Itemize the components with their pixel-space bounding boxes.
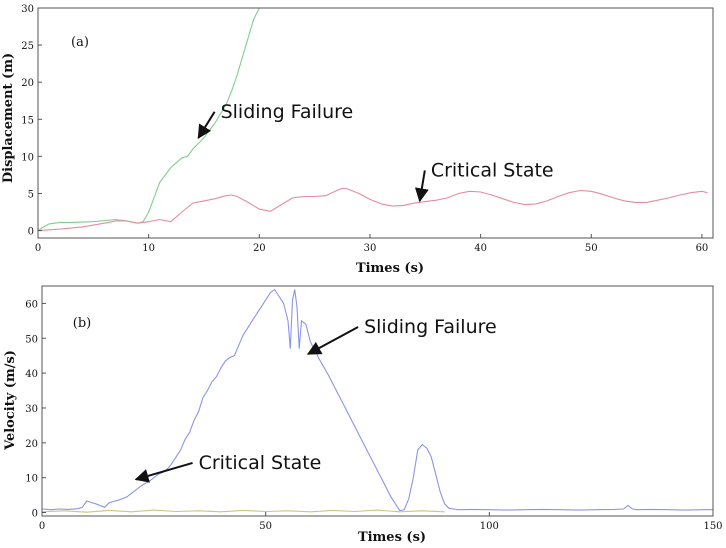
annotation-label: Critical State: [431, 159, 554, 181]
series-a-1: [38, 187, 708, 232]
panel-b-velocity-chart: 0 50 100 150 0 10 20 30 40 50 60 Times (s) Velocity …: [3, 285, 723, 545]
annotation-arrow: [134, 461, 193, 483]
y-tick-label: 30: [21, 4, 34, 15]
x-axis-label: Times (s): [356, 261, 424, 276]
y-tick-label: 30: [25, 404, 38, 415]
x-tick-label: 30: [364, 243, 377, 254]
x-tick-label: 50: [585, 243, 598, 254]
y-tick-label: 15: [21, 115, 34, 126]
y-tick-label: 20: [21, 78, 34, 89]
x-tick-label: 60: [696, 243, 709, 254]
y-tick-label: 10: [25, 474, 38, 485]
panel-a-displacement-chart: 0 10 20 30 40 50 60 0 5 10 15 20 25 30 Times (s) Displa…: [1, 4, 714, 276]
series-b-0: [42, 288, 713, 512]
x-tick-label: 0: [35, 243, 41, 254]
x-tick-label: 0: [39, 521, 45, 532]
annotation-label: Sliding Failure: [221, 101, 354, 123]
x-tick-label: 50: [259, 521, 272, 532]
x-tick-label: 100: [480, 521, 499, 532]
panel-label: (b): [73, 316, 91, 331]
x-tick-label: 20: [253, 243, 266, 254]
annotation-arrow: [197, 111, 216, 140]
x-tick-label: 10: [142, 243, 155, 254]
y-tick-label: 25: [21, 41, 34, 52]
y-tick-label: 20: [25, 439, 38, 450]
y-tick-label: 10: [21, 152, 34, 163]
y-tick-label: 0: [32, 509, 38, 520]
plot-frame-a: [37, 7, 714, 239]
y-tick-label: 60: [25, 299, 38, 310]
y-tick-label: 5: [28, 189, 34, 200]
y-tick-label: 0: [28, 227, 34, 238]
x-tick-label: 40: [474, 243, 487, 254]
x-tick-label: 150: [703, 521, 722, 532]
annotation-arrow: [414, 170, 429, 203]
y-axis-label: Velocity (m/s): [3, 350, 18, 451]
y-axis-label: Displacement (m): [1, 53, 16, 183]
plot-frame-b: [41, 285, 714, 517]
annotation-label: Critical State: [199, 452, 322, 474]
annotation-arrow: [306, 326, 359, 355]
panel-label: (a): [71, 35, 89, 50]
series-b-1: [42, 509, 445, 513]
x-axis-label: Times (s): [358, 530, 426, 545]
series-a-0: [38, 8, 260, 232]
annotation-label: Sliding Failure: [364, 316, 497, 338]
y-tick-label: 50: [25, 334, 38, 345]
y-tick-label: 40: [25, 369, 38, 380]
